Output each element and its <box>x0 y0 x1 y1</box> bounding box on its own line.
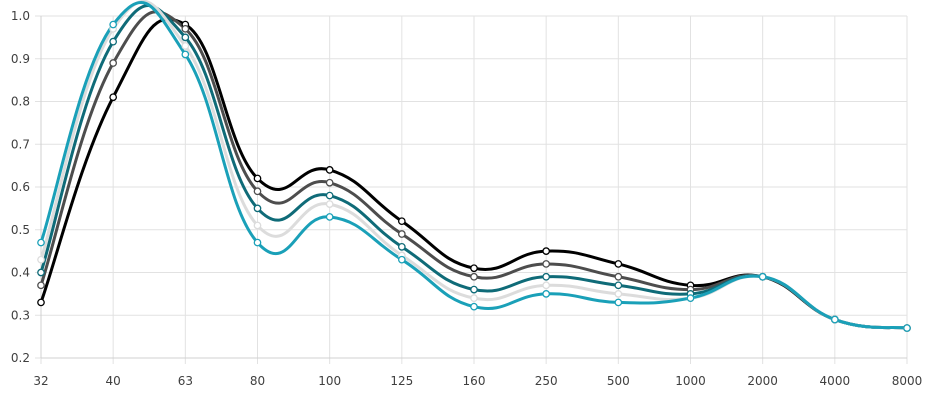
data-point-s1-100 <box>325 166 334 174</box>
grid <box>35 15 908 364</box>
data-point-s4-80 <box>253 221 262 230</box>
data-point-s5-40 <box>109 20 118 29</box>
data-point-s2-40 <box>109 59 118 67</box>
data-point-s2-80 <box>253 187 262 196</box>
data-point-s5-100 <box>325 213 334 221</box>
x-tick-label: 2000 <box>747 374 778 388</box>
y-tick-label: 0.4 <box>11 266 30 280</box>
data-point-s4-160 <box>470 294 478 302</box>
data-point-s5-500 <box>614 298 623 307</box>
data-point-s3-40 <box>109 37 118 46</box>
data-point-s1-250 <box>542 247 551 255</box>
data-point-s4-32 <box>37 255 45 264</box>
y-tick-label: 0.3 <box>11 308 30 322</box>
data-point-s4-100 <box>325 200 334 208</box>
x-tick-label: 8000 <box>892 374 923 388</box>
x-tick-label: 40 <box>106 374 121 388</box>
y-tick-label: 1.0 <box>11 9 30 23</box>
x-tick-label: 80 <box>250 374 265 388</box>
data-point-s4-250 <box>542 281 551 290</box>
series-line-5 <box>39 1 909 330</box>
data-point-s2-63 <box>181 24 190 33</box>
data-point-s2-125 <box>397 230 406 238</box>
data-point-s5-1000 <box>686 294 695 302</box>
x-tick-label: 160 <box>463 374 486 388</box>
data-point-s5-125 <box>397 255 406 264</box>
y-tick-label: 0.5 <box>11 223 30 237</box>
data-point-s5-160 <box>470 302 478 311</box>
data-point-s1-500 <box>614 260 623 268</box>
x-tick-label: 32 <box>33 374 48 388</box>
data-point-s3-500 <box>614 281 623 290</box>
data-point-s3-63 <box>181 33 190 42</box>
data-point-s5-8000 <box>903 324 911 332</box>
data-point-s5-4000 <box>830 315 839 324</box>
data-point-s3-100 <box>325 191 334 200</box>
x-tick-label: 1000 <box>675 374 706 388</box>
data-points <box>37 20 911 332</box>
data-point-s5-80 <box>253 238 262 247</box>
data-point-s3-32 <box>37 268 45 277</box>
data-point-s3-125 <box>397 243 406 251</box>
data-point-s5-32 <box>37 238 45 247</box>
data-point-s1-40 <box>109 93 118 102</box>
data-point-s2-500 <box>614 272 623 281</box>
x-tick-label: 500 <box>607 374 630 388</box>
data-point-s3-160 <box>470 285 478 294</box>
x-tick-label: 4000 <box>820 374 851 388</box>
data-point-s5-250 <box>542 290 551 298</box>
x-tick-label: 250 <box>535 374 558 388</box>
y-tick-label: 0.9 <box>11 52 30 66</box>
series-lines <box>39 0 909 330</box>
data-point-s3-250 <box>542 272 551 281</box>
data-point-s5-2000 <box>758 272 767 281</box>
y-tick-label: 0.7 <box>11 137 30 151</box>
data-point-s1-32 <box>37 298 45 307</box>
data-point-s1-125 <box>397 217 406 226</box>
data-point-s2-100 <box>325 178 334 187</box>
x-tick-label: 100 <box>318 374 341 388</box>
data-point-s2-250 <box>542 260 551 268</box>
data-point-s2-160 <box>470 272 478 281</box>
data-point-s1-160 <box>470 264 478 273</box>
data-point-s1-80 <box>253 174 262 183</box>
data-point-s4-63 <box>181 42 190 50</box>
data-point-s5-63 <box>181 50 190 59</box>
axes: 0.2 0.3 0.4 0.5 0.6 0.7 0.8 0.9 1.0 32 40 63 80 100 12… <box>11 9 922 388</box>
y-tick-label: 0.6 <box>11 180 30 194</box>
x-tick-label: 63 <box>178 374 193 388</box>
data-point-s3-80 <box>253 204 262 213</box>
data-point-s2-32 <box>37 281 45 290</box>
x-tick-label: 125 <box>390 374 413 388</box>
data-point-s4-500 <box>614 290 623 298</box>
y-tick-label: 0.8 <box>11 95 30 109</box>
y-tick-label: 0.2 <box>11 351 30 365</box>
